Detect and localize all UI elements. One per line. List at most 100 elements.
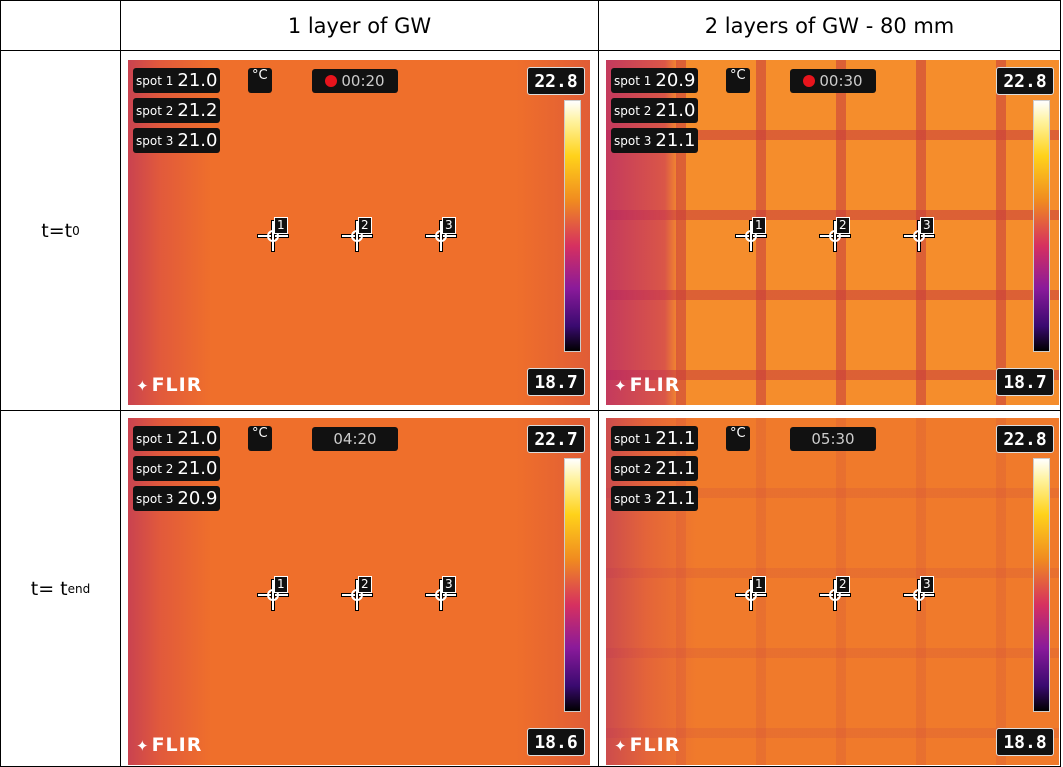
unit: °C bbox=[726, 426, 750, 451]
color-scale bbox=[564, 458, 581, 712]
spot-marker: 1 bbox=[258, 575, 288, 610]
spot-name: spot 3 bbox=[614, 133, 652, 148]
label-main: t= t bbox=[30, 577, 68, 600]
max-temp: 22.7 bbox=[527, 425, 585, 453]
marker-circle bbox=[351, 588, 363, 601]
max-temp: 22.8 bbox=[996, 67, 1054, 95]
image-cell: spot 1 21.0 spot 2 21.2 spot 3 21.0 °C 00:20 22.… bbox=[120, 50, 599, 411]
spot-name: spot 2 bbox=[136, 461, 174, 476]
time: 05:30 bbox=[811, 430, 855, 448]
time: 04:20 bbox=[333, 430, 377, 448]
logo-text: FLIR bbox=[629, 734, 681, 756]
spot-box: spot 3 21.0 bbox=[133, 128, 221, 153]
corner-cell bbox=[0, 0, 121, 51]
spot-name: spot 2 bbox=[136, 103, 174, 118]
unit: °C bbox=[248, 68, 272, 93]
spot-marker: 2 bbox=[342, 216, 372, 251]
max-temp: 22.8 bbox=[996, 425, 1054, 453]
min-temp: 18.8 bbox=[996, 728, 1054, 756]
marker-number: 2 bbox=[836, 575, 850, 593]
spot-name: spot 1 bbox=[136, 73, 174, 88]
logo-icon: ✦ bbox=[136, 377, 150, 395]
marker-number: 1 bbox=[752, 216, 766, 234]
label-sub: end bbox=[67, 581, 91, 596]
spot-marker: 1 bbox=[736, 216, 766, 251]
time: 00:30 bbox=[819, 72, 863, 90]
spot-marker: 3 bbox=[426, 575, 456, 610]
marker-number: 3 bbox=[442, 575, 456, 593]
spot-box: spot 1 21.0 bbox=[133, 68, 221, 93]
time-box: 00:20 bbox=[312, 69, 398, 93]
time-box: 00:30 bbox=[790, 69, 876, 93]
marker-circle bbox=[267, 588, 279, 601]
logo: ✦ FLIR bbox=[614, 734, 680, 756]
column-header: 2 layers of GW - 80 mm bbox=[598, 0, 1061, 51]
logo: ✦ FLIR bbox=[136, 374, 202, 396]
spot-box: spot 3 21.1 bbox=[611, 128, 699, 153]
label-sub: 0 bbox=[72, 223, 80, 238]
row-label: t= t end bbox=[0, 410, 121, 767]
time: 00:20 bbox=[341, 72, 385, 90]
spot-box: spot 1 20.9 bbox=[611, 68, 699, 93]
row-label: t=t 0 bbox=[0, 50, 121, 411]
spot-value: 21.1 bbox=[655, 458, 696, 479]
spot-marker: 2 bbox=[820, 216, 850, 251]
spot-name: spot 2 bbox=[614, 461, 652, 476]
marker-circle bbox=[829, 588, 841, 601]
logo: ✦ FLIR bbox=[614, 374, 680, 396]
logo-icon: ✦ bbox=[614, 377, 628, 395]
marker-circle bbox=[435, 588, 447, 601]
marker-circle bbox=[267, 229, 279, 242]
spot-name: spot 3 bbox=[136, 133, 174, 148]
logo-icon: ✦ bbox=[614, 737, 628, 755]
thermal-image: spot 1 21.1 spot 2 21.1 spot 3 21.1 °C 05:30 22.… bbox=[606, 418, 1059, 765]
marker-number: 3 bbox=[442, 216, 456, 234]
spot-marker: 2 bbox=[820, 575, 850, 610]
spot-name: spot 1 bbox=[614, 73, 652, 88]
marker-circle bbox=[351, 229, 363, 242]
marker-number: 1 bbox=[274, 216, 288, 234]
column-header: 1 layer of GW bbox=[120, 0, 599, 51]
marker-circle bbox=[745, 229, 757, 242]
min-temp: 18.7 bbox=[527, 368, 585, 396]
marker-number: 1 bbox=[752, 575, 766, 593]
spot-value: 21.1 bbox=[655, 488, 696, 509]
thermal-image: spot 1 21.0 spot 2 21.2 spot 3 21.0 °C 00:20 22.… bbox=[128, 60, 590, 405]
marker-number: 3 bbox=[920, 575, 934, 593]
logo-icon: ✦ bbox=[136, 737, 150, 755]
spot-marker: 1 bbox=[258, 216, 288, 251]
spot-box: spot 3 21.1 bbox=[611, 486, 699, 511]
spot-box: spot 1 21.1 bbox=[611, 426, 699, 451]
label-main: t=t bbox=[41, 219, 73, 242]
spot-box: spot 2 21.2 bbox=[133, 98, 221, 123]
max-temp: 22.8 bbox=[527, 67, 585, 95]
image-cell: spot 1 21.1 spot 2 21.1 spot 3 21.1 °C 05:30 22.… bbox=[598, 410, 1061, 767]
record-dot bbox=[803, 75, 816, 87]
spot-name: spot 3 bbox=[614, 491, 652, 506]
marker-number: 1 bbox=[274, 575, 288, 593]
marker-circle bbox=[913, 588, 925, 601]
spot-value: 21.1 bbox=[655, 428, 696, 449]
spot-box: spot 2 21.0 bbox=[611, 98, 699, 123]
color-scale bbox=[564, 100, 581, 352]
spot-marker: 1 bbox=[736, 575, 766, 610]
spot-box: spot 3 20.9 bbox=[133, 486, 221, 511]
color-scale bbox=[1033, 458, 1050, 712]
spot-marker: 3 bbox=[904, 216, 934, 251]
spot-value: 21.0 bbox=[177, 428, 218, 449]
spot-name: spot 3 bbox=[136, 491, 174, 506]
spot-name: spot 1 bbox=[614, 431, 652, 446]
logo-text: FLIR bbox=[151, 734, 203, 756]
marker-circle bbox=[435, 229, 447, 242]
spot-name: spot 1 bbox=[136, 431, 174, 446]
marker-number: 2 bbox=[358, 216, 372, 234]
logo-text: FLIR bbox=[629, 374, 681, 396]
marker-circle bbox=[745, 588, 757, 601]
thermal-image: spot 1 20.9 spot 2 21.0 spot 3 21.1 °C 00:30 22.… bbox=[606, 60, 1059, 405]
record-dot bbox=[325, 75, 338, 87]
spot-value: 20.9 bbox=[655, 70, 696, 91]
spot-value: 20.9 bbox=[177, 488, 218, 509]
thermal-image: spot 1 21.0 spot 2 21.0 spot 3 20.9 °C 04:20 22.… bbox=[128, 418, 590, 765]
unit: °C bbox=[726, 68, 750, 93]
